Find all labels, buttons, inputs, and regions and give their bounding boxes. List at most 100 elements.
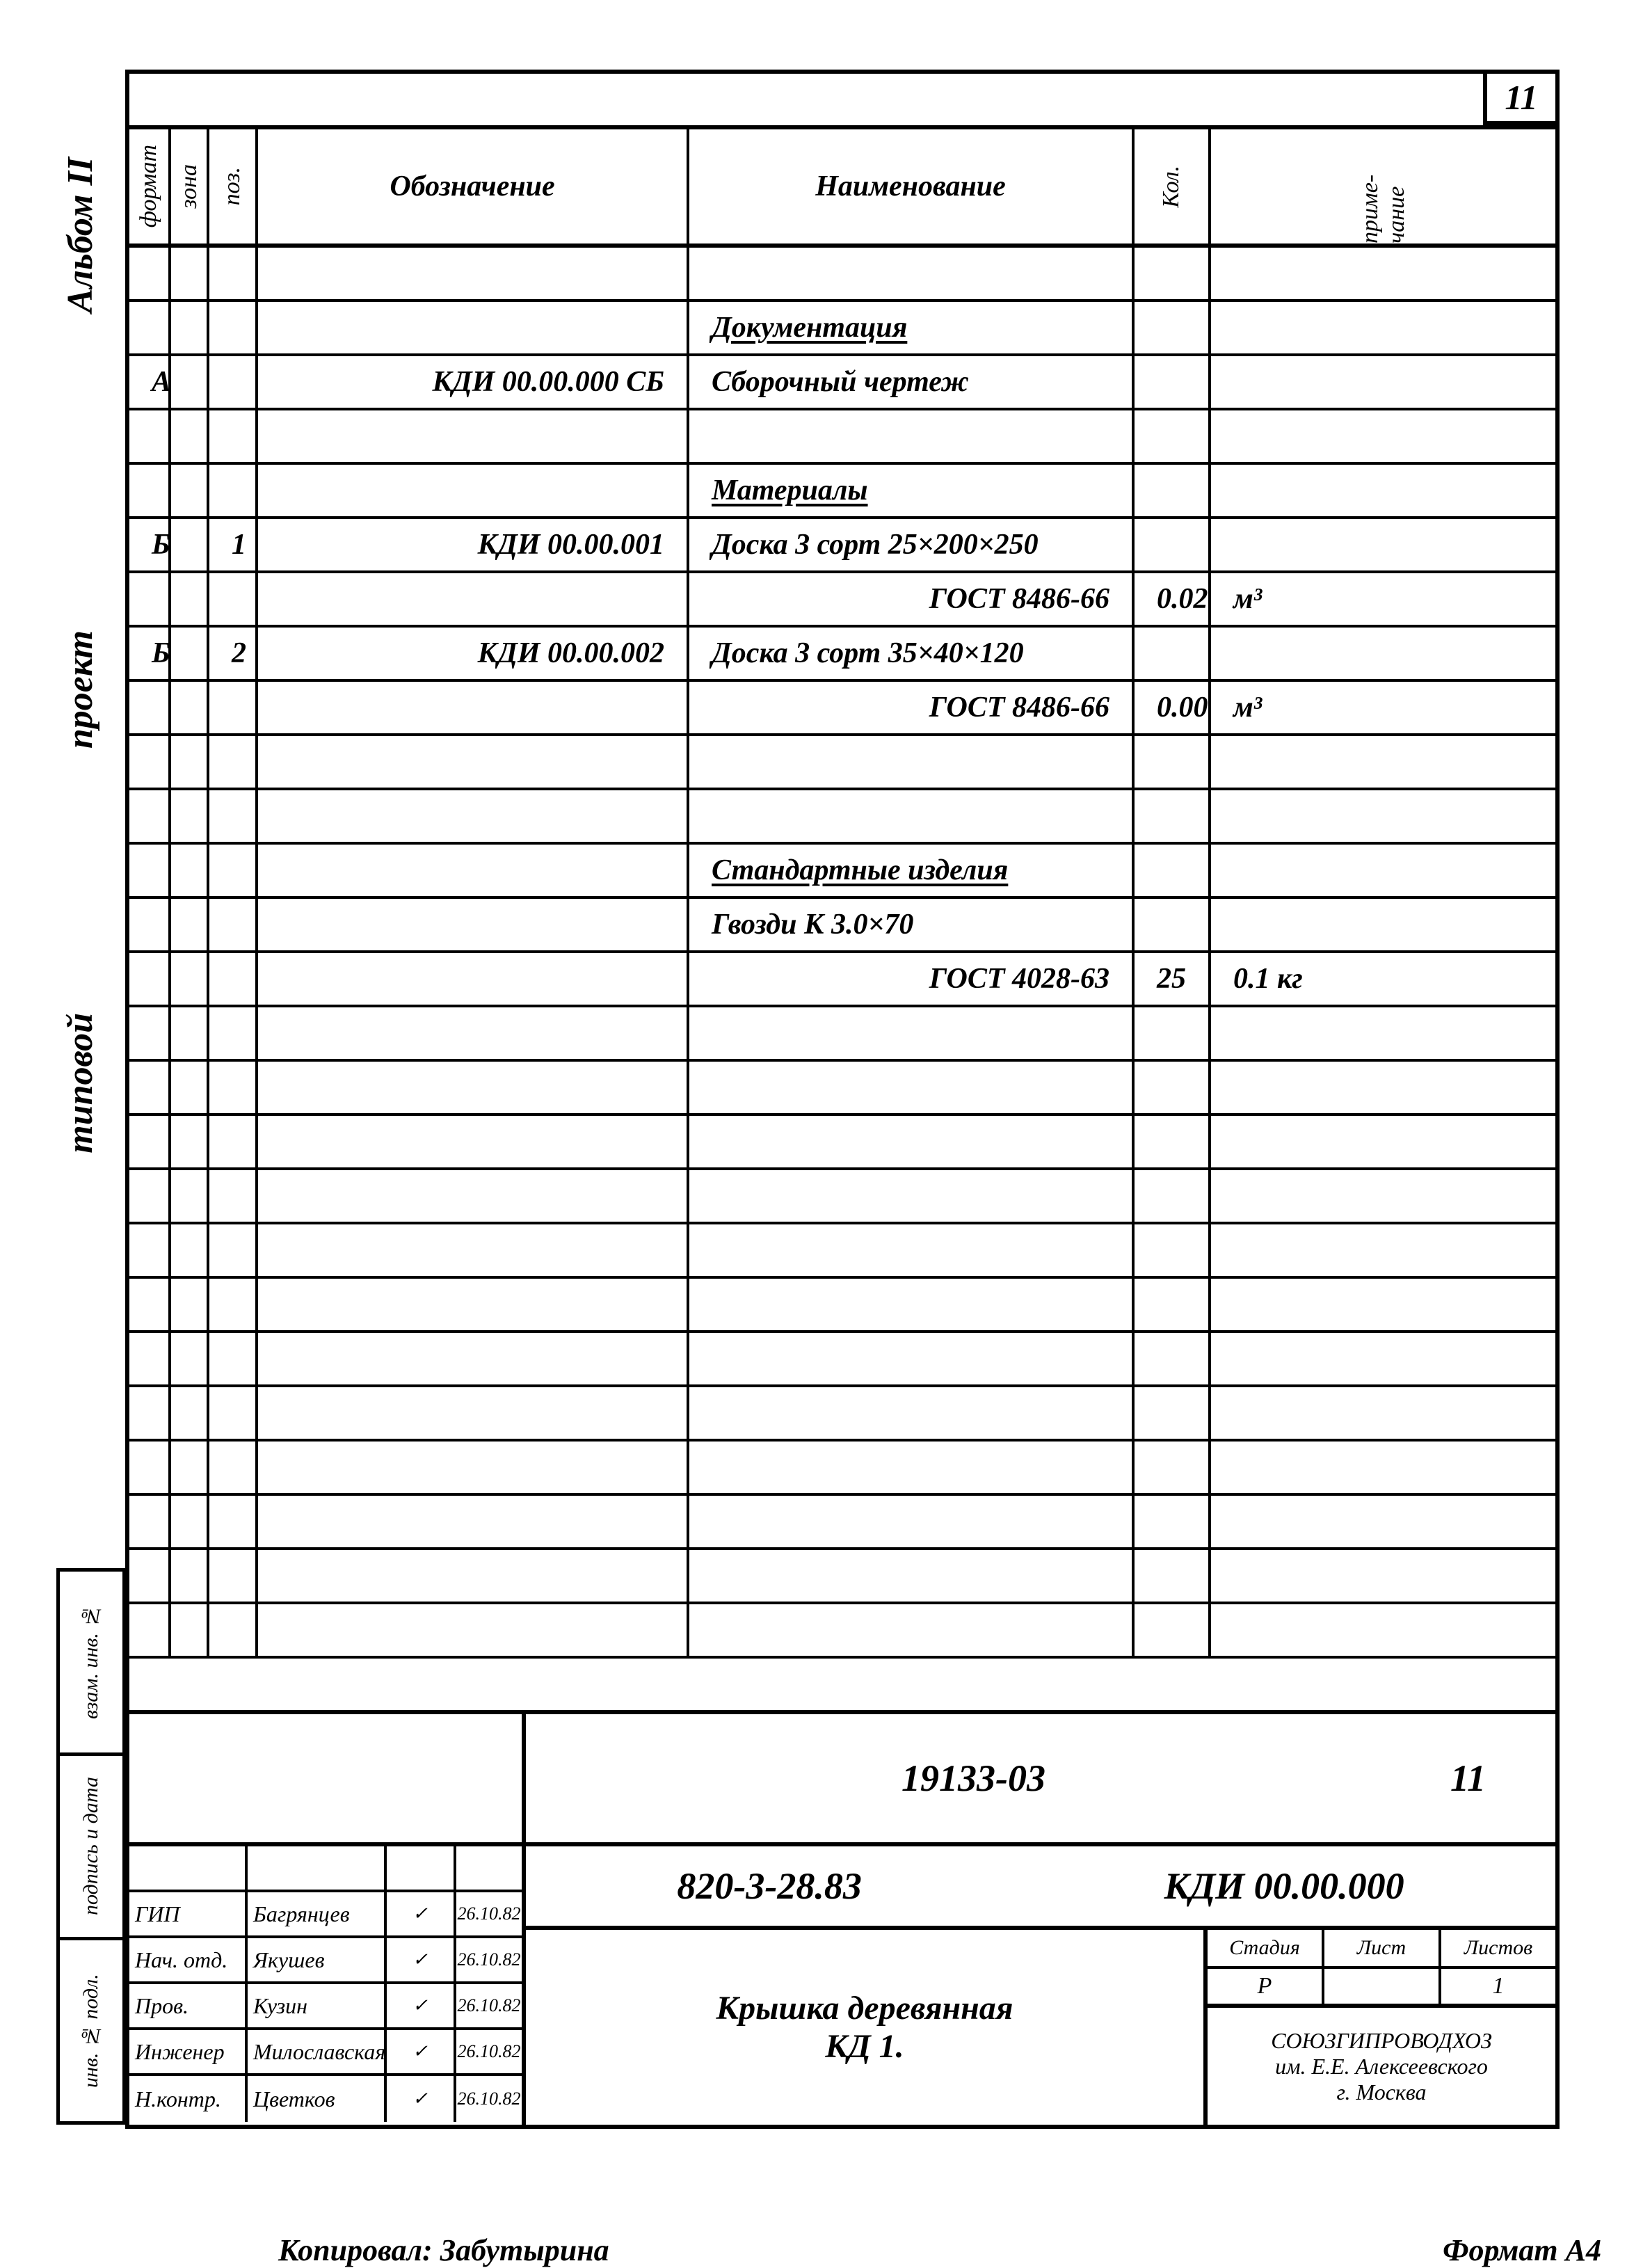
spec-row: А4 КДИ 00.00.000 СБ Сборочный чертеж [129, 356, 1555, 410]
spec-row: ГОСТ 4028-63250.1 кг [129, 953, 1555, 1007]
hdr-pos: поз. [219, 167, 246, 205]
hdr-zone: зона [176, 164, 202, 209]
sig-date: 26.10.82 [456, 2030, 522, 2073]
signature-row: Н.контр.Цветков✓26.10.82 [129, 2076, 522, 2122]
cell-text: 25 [1148, 962, 1194, 996]
spec-row [129, 1550, 1555, 1604]
spec-row [129, 1062, 1555, 1116]
spec-row [129, 1007, 1555, 1062]
sig-name: Багрянцев [248, 1892, 387, 1935]
doc-sheet-num: 11 [1450, 1757, 1486, 1800]
sig-date: 26.10.82 [456, 1984, 522, 2027]
spec-header-row: формат зона поз. Обозначение Наименовани… [129, 129, 1555, 248]
slot-inv: инв. № подл. [56, 1937, 126, 2125]
spec-row: Стандартные изделия [129, 845, 1555, 899]
spec-row [129, 736, 1555, 790]
signature-row: ГИПБагрянцев✓26.10.82 [129, 1892, 522, 1938]
spec-row [129, 1170, 1555, 1224]
title-block: 19133-03 11 ГИПБагрянцев✓26.10.82Нач. от… [129, 1710, 1555, 2125]
spec-row: Материалы [129, 465, 1555, 519]
spec-row [129, 1116, 1555, 1170]
sig-name [248, 1846, 387, 1890]
sig-name: Милославская [248, 2030, 387, 2073]
sig-date: 26.10.82 [456, 1892, 522, 1935]
org-line-1: СОЮЗГИПРОВОДХОЗ [1271, 2028, 1492, 2054]
sig-mark: ✓ [387, 2076, 456, 2122]
hdr-format: формат [136, 145, 162, 227]
cell-text: КДИ 00.00.001 [470, 528, 673, 561]
slot-replace-inv: взам. инв. № [56, 1568, 126, 1756]
meta-hdr-sheets: Листов [1441, 1930, 1555, 1966]
spec-row: Б4 1 КДИ 00.00.001 Доска 3 сорт 25×200×250 [129, 519, 1555, 573]
cell-text: КДИ 00.00.000 СБ [424, 365, 673, 399]
cell-text: Гвозди К 3.0×70 [703, 908, 922, 941]
cell-text: 0.02 [1148, 582, 1211, 616]
signature-row [129, 1846, 522, 1892]
sig-name: Кузин [248, 1984, 387, 2027]
footer-copied: Копировал: Забутырина [278, 2233, 609, 2268]
sig-role: Нач. отд. [129, 1938, 248, 1981]
hdr-note: приме- чание [1357, 129, 1410, 243]
code-drawing: КДИ 00.00.000 [1164, 1864, 1404, 1908]
spec-row [129, 410, 1555, 465]
left-registration-slots: инв. № подл. подпись и дата взам. инв. № [56, 1572, 126, 2125]
hdr-desig: Обозначение [390, 170, 554, 203]
sig-mark: ✓ [387, 1984, 456, 2027]
side-label-album: Альбом II [60, 157, 101, 313]
hdr-name: Наименование [815, 170, 1006, 203]
cell-text: 1 [223, 528, 255, 561]
signature-row: Нач. отд.Якушев✓26.10.82 [129, 1938, 522, 1984]
sig-mark: ✓ [387, 1892, 456, 1935]
cell-text: Б4 [143, 637, 171, 670]
org-line-2: им. Е.Е. Алексеевского [1275, 2054, 1488, 2079]
sig-mark: ✓ [387, 2030, 456, 2073]
cell-text: Доска 3 сорт 25×200×250 [703, 528, 1047, 561]
signatures-block: ГИПБагрянцев✓26.10.82Нач. отд.Якушев✓26.… [129, 1846, 526, 2125]
sig-role: Инженер [129, 2030, 248, 2073]
sig-date: 26.10.82 [456, 1938, 522, 1981]
hdr-qty: Кол. [1158, 166, 1185, 208]
drawing-frame: 11 Альбом II проект типовой инв. № подл.… [125, 70, 1560, 2129]
sig-date [456, 1846, 522, 1890]
meta-val-stage: Р [1208, 1969, 1324, 2004]
cell-text: ГОСТ 8486-66 [921, 582, 1118, 616]
spec-row: ГОСТ 8486-660.001м³ [129, 682, 1555, 736]
spec-row [129, 1387, 1555, 1442]
sig-role: Пров. [129, 1984, 248, 2027]
cell-text: 0.001 [1148, 691, 1211, 724]
cell-text: Доска 3 сорт 35×40×120 [703, 637, 1032, 670]
side-label-project: проект [60, 630, 101, 749]
sig-role: Н.контр. [129, 2076, 248, 2122]
doc-number: 19133-03 [901, 1757, 1045, 1800]
cell-text: А4 [143, 365, 171, 399]
sig-mark: ✓ [387, 1938, 456, 1981]
spec-row: Документация [129, 302, 1555, 356]
footer: Копировал: Забутырина Формат А4 [278, 2233, 1601, 2268]
cell-text: Сборочный чертеж [703, 365, 977, 399]
sig-role [129, 1846, 248, 1890]
footer-format: Формат А4 [1443, 2233, 1601, 2268]
cell-text: Стандартные изделия [703, 854, 1016, 887]
spec-row [129, 1496, 1555, 1550]
specification-table: формат зона поз. Обозначение Наименовани… [129, 125, 1555, 1659]
spec-row [129, 248, 1555, 302]
cell-text: м³ [1225, 691, 1270, 724]
spec-row: Б42КДИ 00.00.002Доска 3 сорт 35×40×120 [129, 628, 1555, 682]
cell-text: 2 [223, 637, 255, 670]
drawing-title-1: Крышка деревянная [716, 1989, 1013, 2027]
cell-text: Документация [703, 311, 915, 344]
cell-text: Б4 [143, 528, 171, 561]
sig-name: Цветков [248, 2076, 387, 2122]
spec-row [129, 1442, 1555, 1496]
signature-row: ИнженерМилославская✓26.10.82 [129, 2030, 522, 2076]
side-label-typical: типовой [60, 1013, 101, 1153]
cell-text: Материалы [703, 474, 876, 507]
meta-hdr-sheet: Лист [1324, 1930, 1441, 1966]
sig-name: Якушев [248, 1938, 387, 1981]
cell-text: м³ [1225, 582, 1270, 616]
spec-row: ГОСТ 8486-66 0.02 м³ [129, 573, 1555, 628]
meta-hdr-stage: Стадия [1208, 1930, 1324, 1966]
spec-row [129, 1224, 1555, 1279]
spec-row [129, 1604, 1555, 1659]
cell-text: 0.1 кг [1225, 962, 1311, 996]
